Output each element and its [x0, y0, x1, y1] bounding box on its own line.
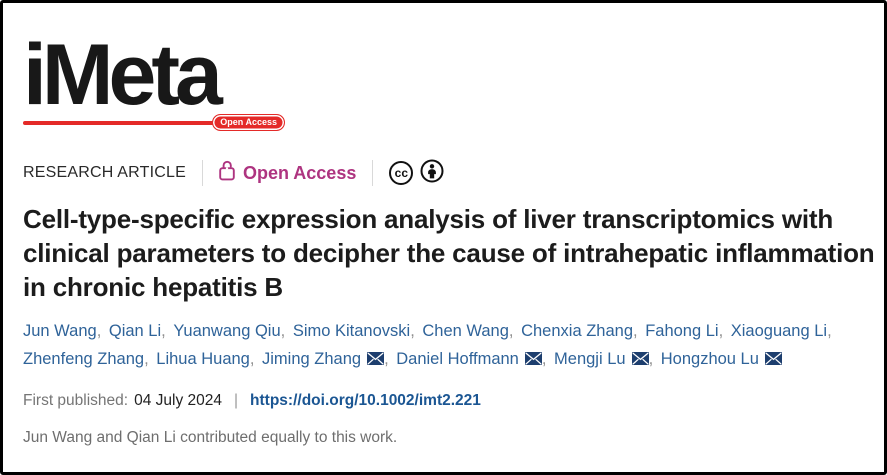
author-link[interactable]: Mengji Lu [554, 350, 626, 368]
author-separator: , [280, 322, 290, 340]
first-published-label: First published: [23, 392, 129, 409]
journal-logo-block: iMeta Open Access [23, 27, 285, 131]
author-separator: , [144, 350, 154, 368]
author-separator: , [384, 350, 394, 368]
author-link[interactable]: Yuanwang Qiu [173, 322, 281, 340]
author-link[interactable]: Qian Li [108, 322, 162, 340]
doi-link[interactable]: https://doi.org/10.1002/imt2.221 [250, 392, 481, 409]
author-link[interactable]: Simo Kitanovski [292, 322, 411, 340]
article-title: Cell-type-specific expression analysis o… [23, 204, 875, 302]
divider [372, 160, 374, 186]
equal-contribution-note: Jun Wang and Qian Li contributed equally… [23, 429, 398, 446]
author-link[interactable]: Zhenfeng Zhang [23, 350, 145, 368]
author-link[interactable]: Hongzhou Lu [660, 350, 759, 368]
author-link[interactable]: Jiming Zhang [262, 350, 362, 368]
author-link[interactable]: Fahong Li [645, 322, 719, 340]
article-type-label: RESEARCH ARTICLE [23, 164, 186, 181]
open-access-group[interactable]: Open Access [219, 160, 356, 186]
email-icon[interactable] [524, 352, 542, 365]
cc-license-icon[interactable]: cc [389, 161, 414, 185]
open-lock-icon [219, 160, 235, 186]
publication-info-row: First published: 04 July 2024 | https://… [23, 392, 884, 410]
author-separator: , [161, 322, 171, 340]
author-link[interactable]: Chenxia Zhang [521, 322, 634, 340]
author-separator: , [633, 322, 643, 340]
author-separator: , [827, 322, 832, 340]
author-link[interactable]: Daniel Hoffmann [396, 350, 519, 368]
cc-by-attribution-icon[interactable] [420, 159, 444, 188]
imeta-logo[interactable]: iMeta [23, 27, 223, 123]
logo-open-access-badge: Open Access [212, 114, 285, 131]
license-icons: cc [389, 159, 444, 188]
open-access-label[interactable]: Open Access [242, 162, 357, 183]
author-separator: , [410, 322, 420, 340]
author-link[interactable]: Chen Wang [422, 322, 509, 340]
divider: | [234, 392, 239, 409]
author-separator: , [96, 322, 106, 340]
divider [201, 160, 203, 186]
author-list: Jun Wang, Qian Li, Yuanwang Qiu, Simo Ki… [23, 317, 875, 373]
author-link[interactable]: Lihua Huang [156, 350, 250, 368]
author-separator: , [508, 322, 519, 340]
author-separator: , [249, 350, 260, 368]
email-icon[interactable] [764, 352, 782, 365]
logo-underline: Open Access [23, 114, 285, 131]
article-meta-bar: RESEARCH ARTICLE Open Access cc [23, 159, 884, 187]
author-separator: , [541, 350, 552, 368]
author-separator: , [648, 350, 658, 368]
author-link[interactable]: Xiaoguang Li [730, 322, 828, 340]
email-icon[interactable] [367, 352, 385, 365]
publication-date: 04 July 2024 [134, 392, 223, 409]
author-separator: , [718, 322, 728, 340]
author-link[interactable]: Jun Wang [23, 322, 97, 340]
email-icon[interactable] [631, 352, 649, 365]
